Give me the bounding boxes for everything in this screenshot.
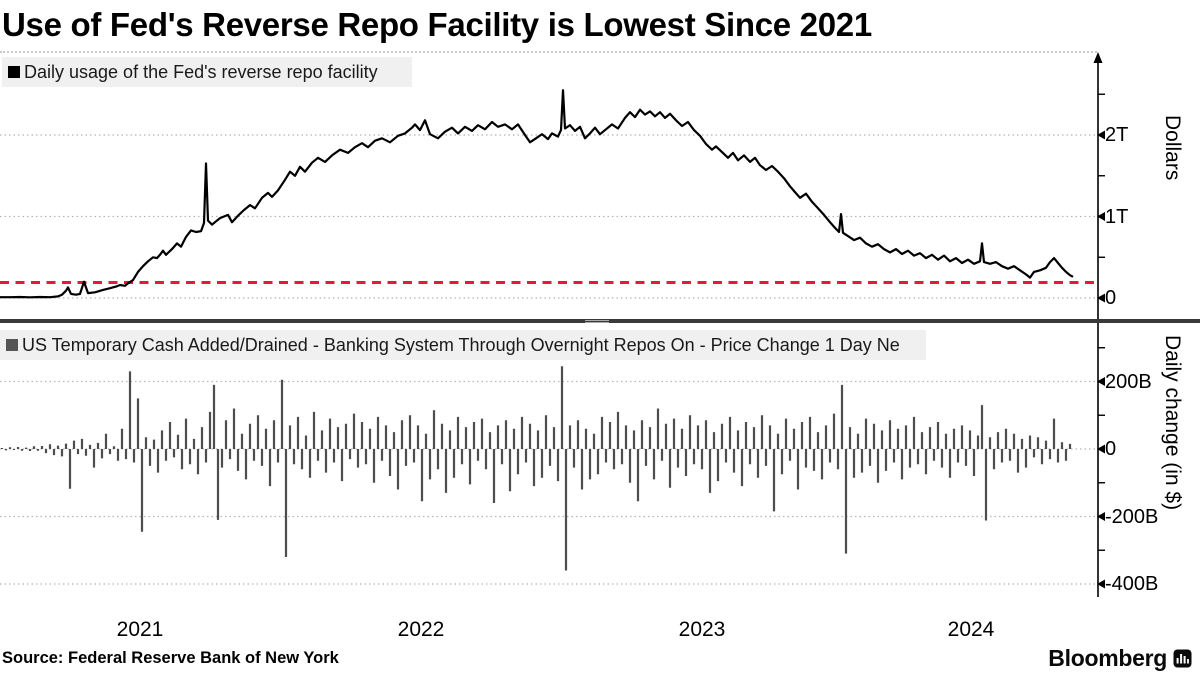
legend-top-label: Daily usage of the Fed's reverse repo fa… (24, 61, 378, 82)
x-axis-year-label: 2024 (947, 618, 995, 641)
x-axis-year-label: 2022 (397, 618, 445, 641)
y-axis-label-daily-change: Daily change (in $) (1161, 335, 1184, 511)
top-y-tick-label: 2T (1105, 124, 1129, 146)
y-axis-label-dollars: Dollars (1161, 115, 1184, 181)
bar-series-swatch-icon (6, 339, 18, 351)
bloomberg-terminal-icon (1173, 649, 1192, 668)
title-separator (0, 51, 1097, 53)
bottom-y-tick-label: 200B (1105, 370, 1152, 393)
rrp-usage-line (0, 89, 1074, 299)
tick-arrow-icon (1097, 512, 1105, 521)
tick-arrow-icon (1097, 579, 1105, 589)
top-y-tick-label: 1T (1105, 205, 1129, 228)
panel-divider (0, 319, 1200, 323)
line-series-swatch-icon (8, 66, 20, 78)
bottom-y-tick-label: -200B (1105, 505, 1159, 528)
tick-arrow-icon (1097, 377, 1105, 386)
x-axis-year-label: 2021 (116, 618, 164, 641)
top-y-axis-arrow-icon (1093, 52, 1103, 63)
daily-change-bars (0, 366, 1072, 571)
legend-bottom-panel: US Temporary Cash Added/Drained - Bankin… (0, 330, 926, 360)
legend-top-panel: Daily usage of the Fed's reverse repo fa… (2, 57, 412, 87)
tick-arrow-icon (1097, 444, 1105, 454)
tick-arrow-icon (1097, 130, 1105, 140)
source-credit: Source: Federal Reserve Bank of New York (2, 649, 339, 667)
brand-logo: Bloomberg (1048, 645, 1192, 672)
bottom-y-tick-label: 0 (1105, 438, 1117, 460)
chart-title: Use of Fed's Reverse Repo Facility is Lo… (2, 6, 872, 43)
top-y-tick-label: 0 (1105, 287, 1117, 309)
x-axis-year-label: 2023 (678, 618, 726, 641)
brand-name: Bloomberg (1048, 645, 1167, 671)
divider-drag-handle-icon[interactable] (585, 319, 609, 323)
tick-arrow-icon (1097, 212, 1105, 221)
bottom-y-tick-label: -400B (1105, 573, 1159, 595)
legend-bottom-label: US Temporary Cash Added/Drained - Bankin… (22, 334, 900, 355)
tick-arrow-icon (1097, 293, 1105, 303)
